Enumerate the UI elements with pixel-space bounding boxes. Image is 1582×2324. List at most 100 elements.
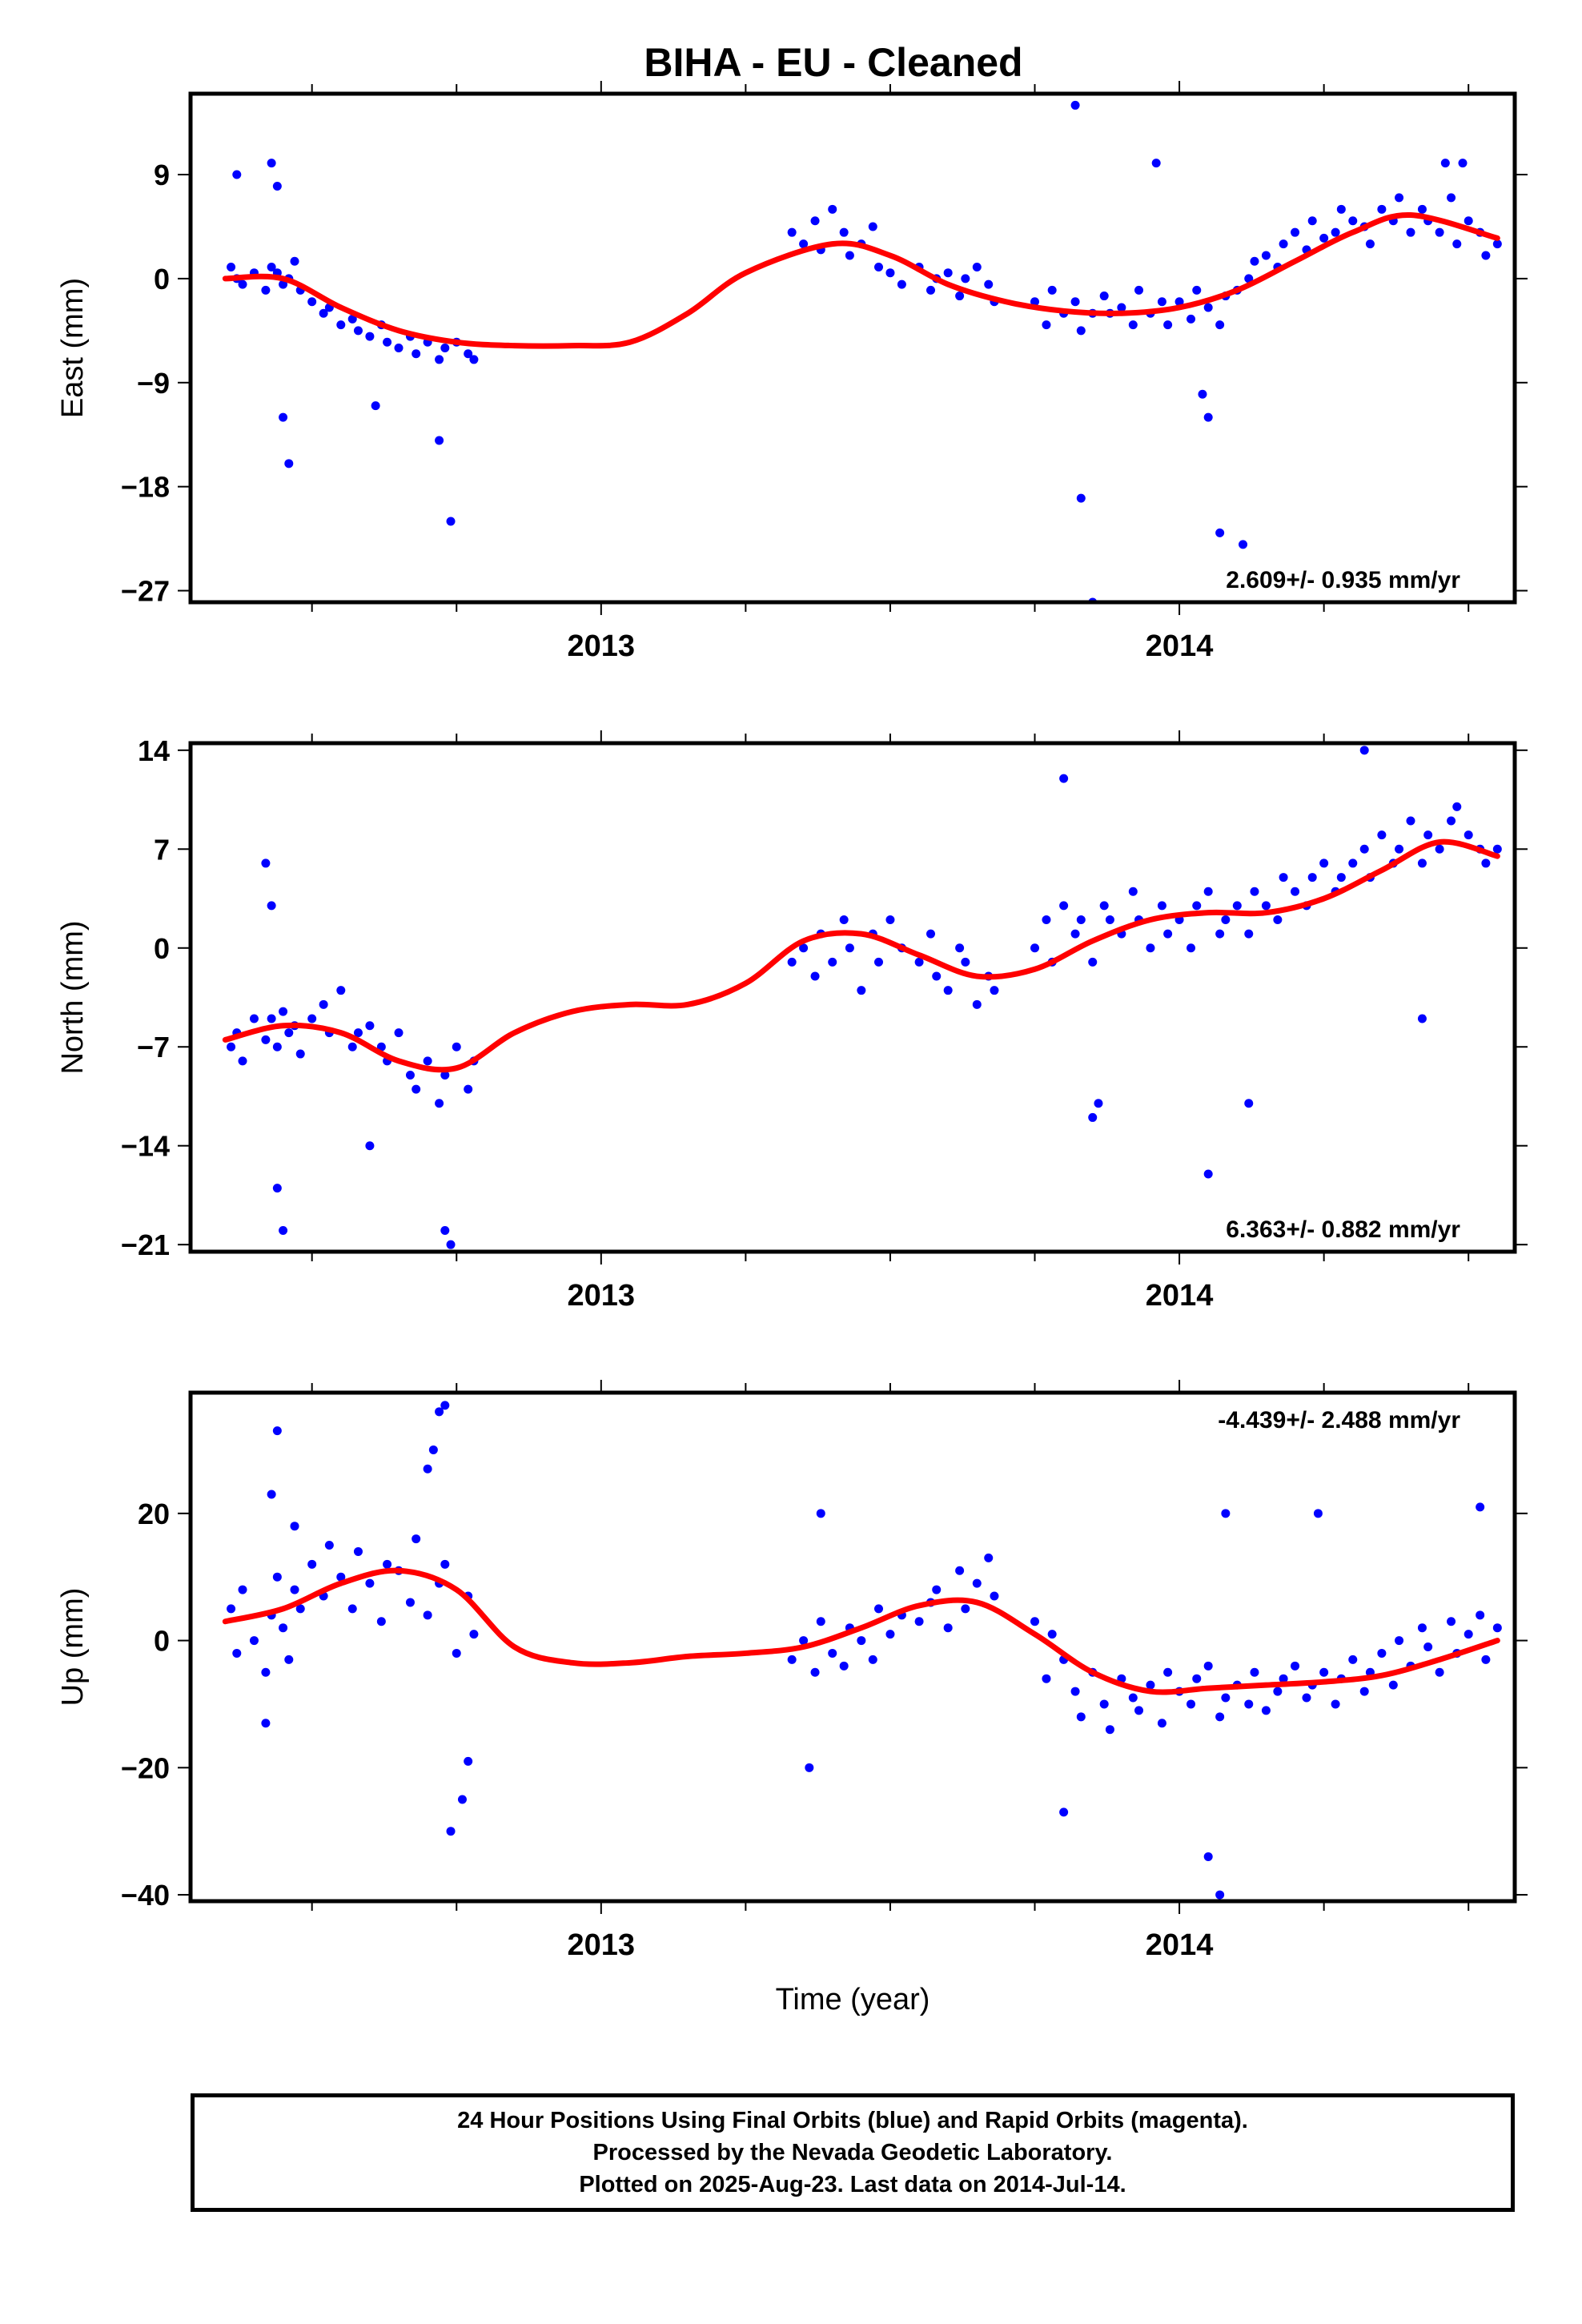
data-point: [428, 1445, 438, 1454]
data-point: [1261, 901, 1271, 911]
data-point: [1203, 1661, 1213, 1671]
data-point: [1221, 1693, 1231, 1703]
data-point: [1492, 1623, 1502, 1633]
data-point: [943, 268, 953, 278]
data-point: [1059, 1807, 1069, 1817]
data-point: [1134, 1706, 1144, 1715]
data-point: [284, 1028, 294, 1038]
data-point: [943, 986, 953, 995]
x-axis-label: Time (year): [776, 1983, 930, 2016]
footer-line-3: Plotted on 2025-Aug-23. Last data on 201…: [579, 2172, 1126, 2197]
data-point: [1273, 1687, 1283, 1696]
data-point: [1417, 1623, 1427, 1633]
data-point: [1239, 540, 1248, 549]
data-point: [412, 349, 421, 359]
footer-line-2: Processed by the Nevada Geodetic Laborat…: [592, 2140, 1113, 2165]
data-point: [365, 1578, 375, 1588]
data-point: [828, 957, 837, 967]
y-tick-label: 7: [154, 833, 170, 866]
data-point: [1261, 251, 1271, 260]
data-point: [279, 279, 288, 289]
data-point: [1406, 816, 1415, 826]
data-point: [787, 1655, 797, 1664]
data-point: [1291, 887, 1300, 896]
data-point: [464, 1084, 473, 1094]
data-point: [787, 957, 797, 967]
data-point: [446, 1827, 456, 1836]
data-point: [1059, 774, 1069, 783]
data-point: [261, 858, 271, 868]
data-point: [1492, 844, 1502, 854]
y-axis-label: East (mm): [56, 278, 90, 418]
data-point: [972, 1578, 982, 1588]
data-point: [810, 216, 820, 226]
data-point: [435, 355, 444, 364]
data-point: [1105, 915, 1114, 924]
x-tick-label: 2013: [568, 629, 636, 663]
data-point: [1099, 292, 1109, 301]
data-point: [1291, 227, 1300, 237]
data-point: [1128, 887, 1138, 896]
data-point: [446, 1240, 456, 1249]
data-point: [1151, 159, 1161, 168]
data-point: [1377, 204, 1387, 214]
y-tick-label: 0: [154, 263, 170, 296]
data-point: [1099, 901, 1109, 911]
data-point: [845, 943, 854, 953]
data-point: [839, 1661, 849, 1671]
data-point: [238, 1585, 247, 1594]
data-point: [799, 943, 809, 953]
model-curve: [222, 838, 1500, 1073]
data-point: [1250, 256, 1259, 266]
data-points: [227, 100, 1502, 602]
data-point: [464, 1756, 473, 1766]
data-point: [423, 1464, 432, 1474]
data-point: [1244, 929, 1254, 939]
data-point: [1088, 957, 1098, 967]
data-point: [1348, 216, 1358, 226]
data-point: [914, 1617, 924, 1626]
y-tick-label: −27: [121, 575, 170, 608]
panel-1: 2013 2014 −27 −18 −9 0 9 East (mm) 2.609+/- 0.93…: [56, 81, 1528, 663]
y-axis-label: North (mm): [56, 920, 90, 1074]
data-point: [267, 262, 276, 271]
data-point: [1447, 193, 1456, 203]
data-point: [1215, 929, 1225, 939]
data-point: [440, 344, 450, 352]
data-point: [435, 1099, 444, 1108]
data-point: [1042, 1674, 1051, 1683]
data-point: [972, 999, 982, 1009]
data-point: [990, 986, 999, 995]
data-point: [1348, 858, 1358, 868]
data-point: [1458, 159, 1468, 168]
data-point: [1273, 915, 1283, 924]
data-point: [1395, 1636, 1404, 1646]
data-point: [1464, 1630, 1473, 1639]
data-point: [1244, 274, 1254, 283]
y-tick-label: −9: [137, 367, 170, 400]
data-point: [1232, 901, 1242, 911]
data-point: [1221, 915, 1231, 924]
data-point: [1336, 204, 1346, 214]
data-point: [284, 1655, 294, 1664]
data-point: [1203, 303, 1213, 312]
data-point: [376, 1617, 386, 1626]
data-point: [1094, 1099, 1103, 1108]
data-point: [272, 1426, 282, 1436]
y-tick-label: −21: [121, 1228, 170, 1261]
data-point: [336, 1572, 346, 1582]
data-point: [926, 285, 936, 295]
data-point: [1146, 943, 1155, 953]
y-axis-label: Up (mm): [56, 1588, 90, 1707]
data-point: [307, 1014, 317, 1023]
data-point: [1070, 100, 1080, 110]
y-tick-label: 0: [154, 932, 170, 965]
data-point: [1128, 320, 1138, 330]
data-point: [238, 1056, 247, 1066]
data-point: [1244, 1699, 1254, 1709]
data-point: [353, 1546, 363, 1556]
data-point: [990, 1591, 999, 1601]
data-point: [1319, 233, 1329, 243]
data-point: [1279, 873, 1288, 883]
data-point: [307, 1559, 317, 1569]
